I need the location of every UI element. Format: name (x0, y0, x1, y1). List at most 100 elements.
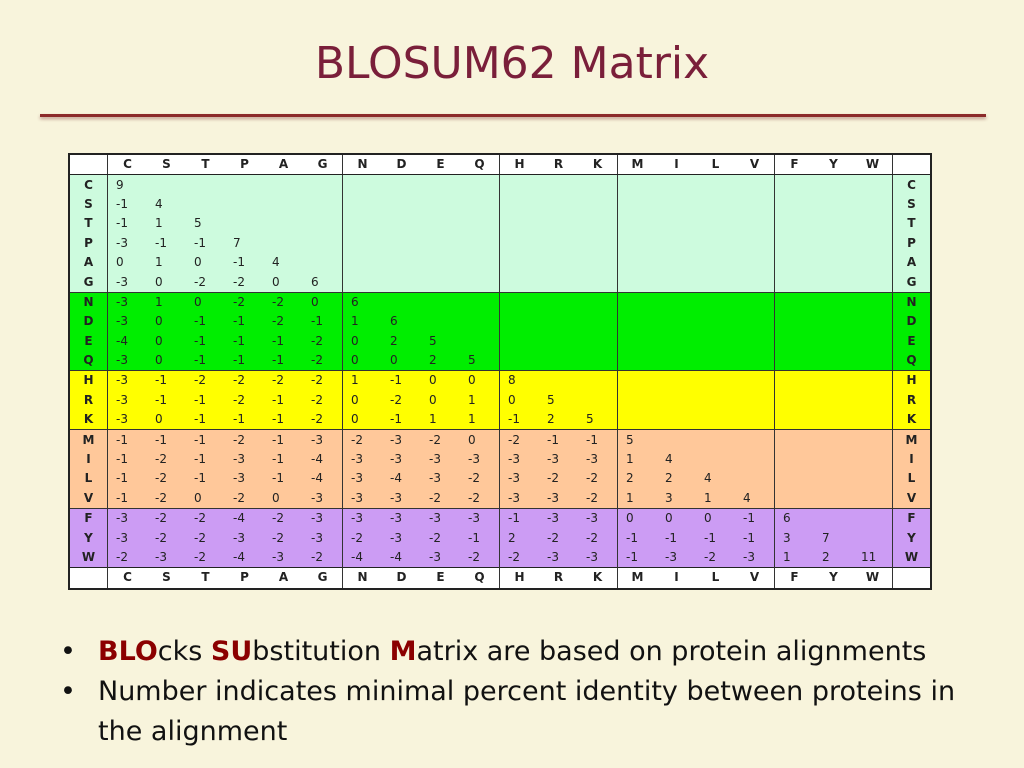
matrix-cell (853, 390, 893, 411)
matrix-cell: -3 (499, 488, 539, 509)
matrix-cell: 5 (617, 429, 657, 450)
matrix-cell: -1 (147, 233, 186, 253)
matrix-cell (696, 410, 735, 430)
matrix-cell: -2 (264, 508, 303, 529)
matrix-cell: 2 (539, 410, 578, 430)
matrix-cell: -2 (342, 429, 382, 450)
matrix-cell: -4 (303, 469, 343, 489)
matrix-cell (735, 410, 775, 430)
matrix-cell: -1 (107, 469, 147, 489)
matrix-cell: 4 (735, 488, 775, 509)
matrix-cell (578, 331, 618, 351)
bullet-marker: • (60, 676, 76, 707)
matrix-cell (774, 469, 814, 489)
matrix-cell: -3 (539, 488, 578, 509)
matrix-cell: 1 (460, 390, 500, 411)
matrix-cell (186, 194, 225, 215)
matrix-cell (499, 331, 539, 351)
matrix-cell: -3 (382, 449, 421, 470)
matrix-cell: -1 (303, 312, 343, 332)
matrix-cell (735, 469, 775, 489)
matrix-cell: 1 (342, 370, 382, 391)
matrix-cell (774, 390, 814, 411)
matrix-cell: -2 (342, 528, 382, 548)
matrix-cell: -2 (147, 449, 186, 470)
matrix-cell (539, 370, 578, 391)
matrix-cell (382, 272, 421, 293)
matrix-cell (421, 214, 460, 234)
matrix-cell: -3 (342, 469, 382, 489)
matrix-cell (499, 350, 539, 371)
matrix-row-N: N -3 1 0 -2 -2 0 6 N (69, 291, 931, 313)
matrix-cell: -3 (421, 469, 460, 489)
matrix-cell (696, 194, 735, 215)
matrix-cell: -2 (225, 291, 264, 313)
matrix-cell (814, 390, 853, 411)
matrix-cell: -1 (186, 331, 225, 351)
bullet-text: atrix are based on protein alignments (416, 636, 927, 667)
matrix-cell (578, 272, 618, 293)
matrix-cell (657, 350, 696, 371)
matrix-cell (617, 233, 657, 253)
matrix-cell (696, 291, 735, 313)
matrix-cell: -3 (107, 350, 147, 371)
matrix-cell (853, 312, 893, 332)
row-label-left-R: R (69, 390, 108, 411)
matrix-cell (617, 331, 657, 351)
matrix-cell (303, 214, 343, 234)
matrix-cell (460, 331, 500, 351)
matrix-cell: -2 (147, 488, 186, 509)
matrix-cell (735, 214, 775, 234)
row-label-right-C: C (892, 174, 931, 195)
matrix-cell: -3 (107, 508, 147, 529)
matrix-cell: -2 (460, 547, 500, 568)
matrix-row-G: G -3 0 -2 -2 0 6 G (69, 272, 931, 293)
matrix-cell: -2 (225, 370, 264, 391)
matrix-cell: 0 (147, 312, 186, 332)
matrix-cell: 5 (578, 410, 618, 430)
matrix-cell: 6 (342, 291, 382, 313)
matrix-cell (814, 410, 853, 430)
row-label-right-Y: Y (892, 528, 931, 548)
matrix-cell: -2 (303, 410, 343, 430)
matrix-cell (774, 429, 814, 450)
matrix-cell: 0 (303, 291, 343, 313)
matrix-cell (499, 252, 539, 273)
matrix-row-V: V -1 -2 0 -2 0 -3 -3 -3 -2 -2 -3 -3 -2 1 3 1 4 V (69, 488, 931, 509)
matrix-cell (578, 194, 618, 215)
matrix-row-P: P -3 -1 -1 7 P (69, 233, 931, 253)
matrix-cell: 0 (342, 390, 382, 411)
matrix-cell (853, 214, 893, 234)
matrix-cell: -1 (499, 410, 539, 430)
matrix-cell: -1 (186, 429, 225, 450)
matrix-cell (225, 174, 264, 195)
bullet-marker: • (60, 636, 76, 667)
row-label-right-Q: Q (892, 350, 931, 371)
row-label-left-I: I (69, 449, 108, 470)
matrix-cell: -3 (107, 233, 147, 253)
matrix-cell: -3 (107, 312, 147, 332)
matrix-cell (421, 272, 460, 293)
column-label-H: H (499, 567, 539, 589)
row-label-left-E: E (69, 331, 108, 351)
matrix-cell: -1 (186, 469, 225, 489)
matrix-cell: -3 (147, 547, 186, 568)
matrix-cell (735, 390, 775, 411)
matrix-cell (696, 272, 735, 293)
matrix-cell (853, 233, 893, 253)
matrix-cell (774, 194, 814, 215)
matrix-cell: -3 (303, 508, 343, 529)
matrix-cell: 4 (696, 469, 735, 489)
matrix-cell (617, 390, 657, 411)
matrix-cell: -1 (225, 350, 264, 371)
matrix-cell (342, 194, 382, 215)
matrix-cell (421, 312, 460, 332)
matrix-cell (539, 174, 578, 195)
matrix-row-A: A 0 1 0 -1 4 A (69, 252, 931, 273)
matrix-cell: 0 (342, 331, 382, 351)
matrix-cell (539, 312, 578, 332)
matrix-cell: 6 (382, 312, 421, 332)
highlighted-text: SU (210, 636, 253, 667)
matrix-cell: 0 (264, 488, 303, 509)
matrix-cell (264, 194, 303, 215)
